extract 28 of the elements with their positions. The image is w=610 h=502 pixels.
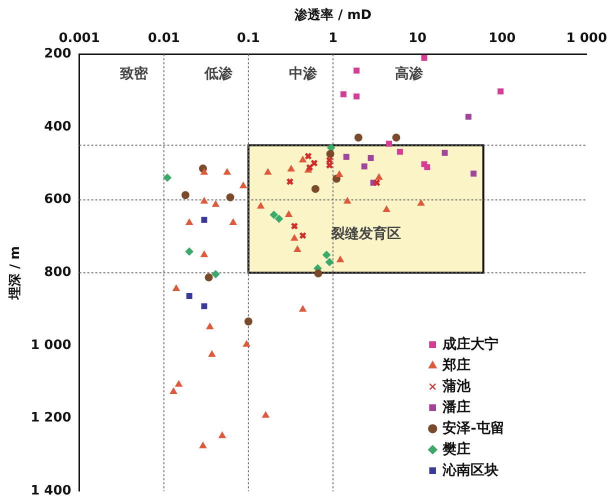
- legend-label: 郑庄: [442, 356, 471, 374]
- annotation: 高渗: [395, 64, 424, 82]
- x-tick-label: 0.01: [148, 30, 180, 46]
- y-tick-label: 1 400: [30, 484, 72, 499]
- y-tick-label: 200: [44, 46, 72, 62]
- annotation: 致密: [118, 64, 149, 82]
- y-tick-label: 1 000: [30, 338, 72, 353]
- y-tick-label: 400: [44, 119, 72, 134]
- legend-label: 沁南区块: [442, 462, 499, 478]
- annotation: 中渗: [288, 66, 318, 82]
- annotation: 裂缝发育区: [330, 225, 401, 242]
- x-tick-label: 0.001: [58, 30, 100, 46]
- y-tick-label: 800: [44, 265, 72, 280]
- y-axis-title: 埋深 / m: [8, 246, 24, 300]
- legend-label: 蒲池: [442, 378, 472, 394]
- x-tick-label: 1: [328, 30, 338, 46]
- legend-label: 安泽-屯留: [442, 419, 504, 436]
- annotation: 低渗: [203, 66, 234, 82]
- y-tick-label: 600: [44, 192, 72, 208]
- legend-label: 成庄大宁: [442, 335, 499, 352]
- x-tick-label: 10: [408, 30, 427, 46]
- y-tick-label: 1 200: [30, 410, 72, 426]
- x-tick-label: 0.1: [236, 30, 260, 46]
- x-tick-label: 1 000: [566, 30, 608, 46]
- x-axis-title: 渗透率 / mD: [293, 7, 372, 24]
- x-tick-label: 100: [488, 30, 516, 46]
- legend-label: 樊庄: [442, 440, 471, 458]
- legend-label: 潘庄: [442, 398, 471, 416]
